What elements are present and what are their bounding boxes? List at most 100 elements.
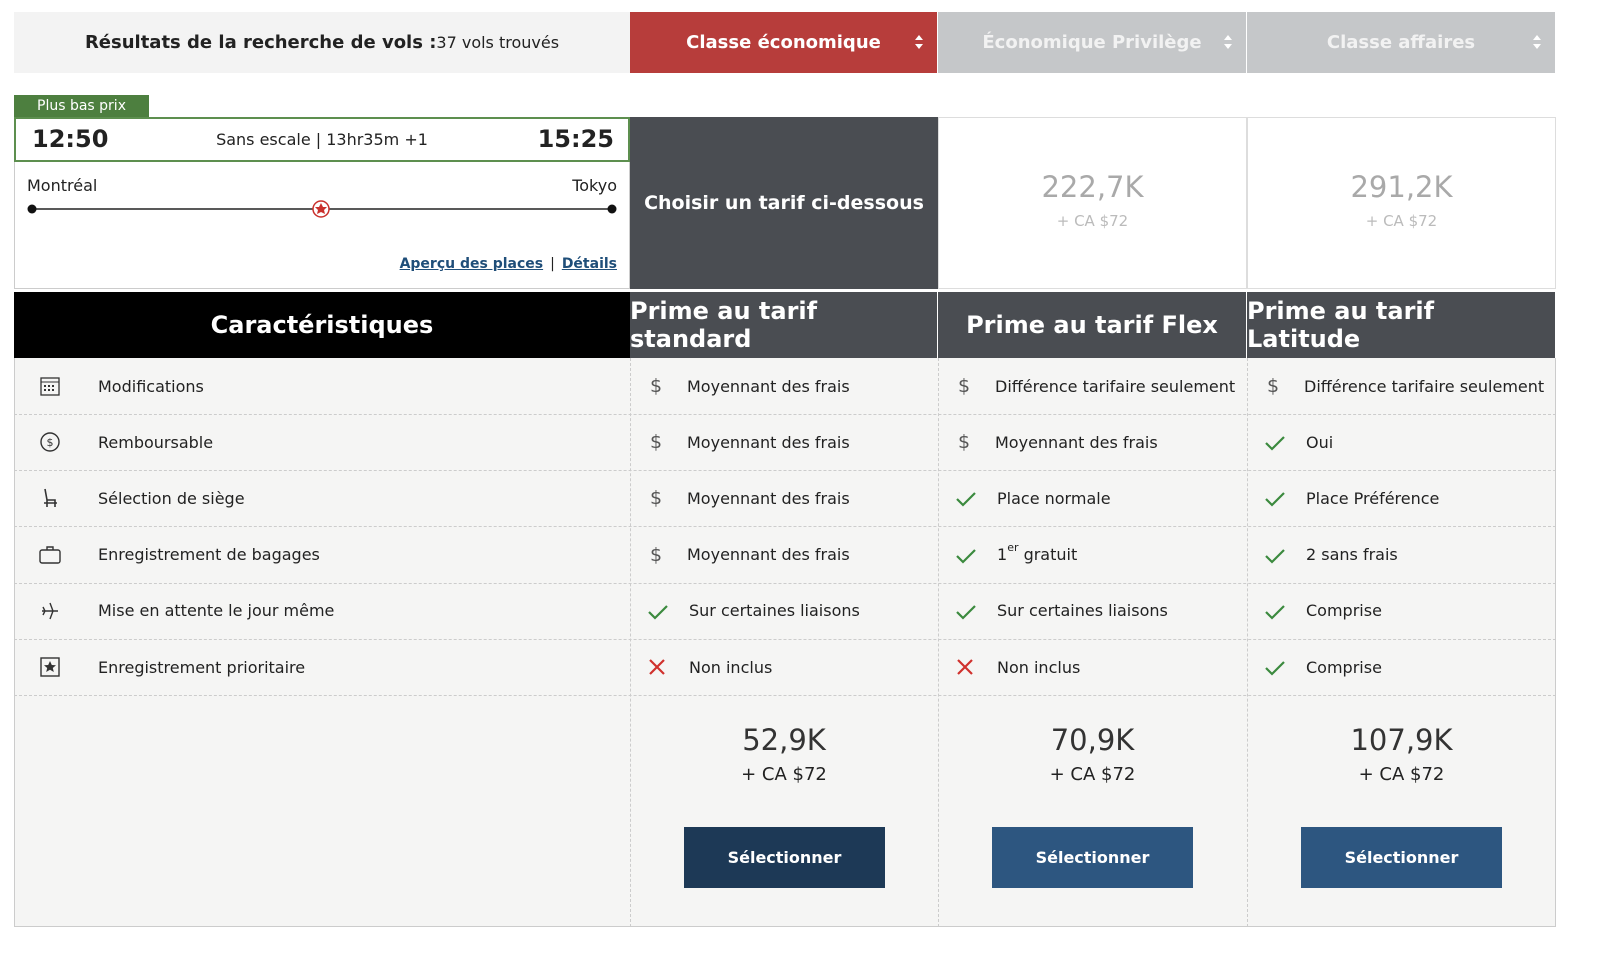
cross-icon-svg [957, 659, 973, 675]
check-icon-svg [1265, 548, 1285, 564]
feature-name: Enregistrement prioritaire [98, 657, 306, 677]
fee-icon: $ [958, 431, 971, 454]
select-button[interactable]: Sélectionner [1301, 827, 1502, 888]
fare-feature-value: Moyennant des frais [687, 414, 850, 470]
results-title: Résultats de la recherche de vols : [84, 32, 437, 53]
cabin-tab[interactable]: Économique Privilège [938, 12, 1246, 73]
feature-name: Modifications [98, 376, 204, 396]
select-button[interactable]: Sélectionner [992, 827, 1193, 888]
check-icon [955, 601, 977, 621]
value-text: Moyennant des frais [687, 488, 850, 508]
value-text: Sur certaines liaisons [997, 601, 1168, 621]
fare-price: 52,9K [742, 723, 826, 757]
flight-info: Sans escale | 13hr35m +1 [216, 130, 428, 149]
fare-column-header: Prime au tarif standard [630, 292, 937, 358]
row-divider [14, 582, 1556, 584]
value-text: 1 [997, 545, 1008, 565]
fee-icon: $ [650, 375, 663, 397]
fare-feature-value: Comprise [1306, 639, 1382, 695]
cabin-price: 222,7K [1041, 170, 1144, 204]
feature-icon [39, 600, 61, 622]
fare-feature-value: Sur certaines liaisons [689, 583, 860, 639]
flight-links: Aperçu des places | Détails [400, 256, 617, 272]
check-icon [1264, 601, 1286, 621]
sort-arrows-svg [1224, 35, 1232, 49]
feature-icon-svg [39, 545, 61, 564]
results-header: Résultats de la recherche de vols :37 vo… [14, 12, 630, 73]
seat-preview-link[interactable]: Aperçu des places [399, 256, 544, 272]
check-icon [1264, 488, 1286, 508]
column-separator [938, 358, 939, 927]
check-icon-svg [648, 605, 668, 620]
fare-feature-value: 1 er gratuit [997, 527, 1077, 583]
fee-icon: $ [1267, 375, 1280, 397]
fare-feature-value: Moyennant des frais [687, 358, 850, 414]
fare-feature-value: Oui [1306, 414, 1333, 470]
details-link[interactable]: Détails [561, 256, 617, 272]
feature-name: Mise en attente le jour même [98, 601, 335, 621]
value-text: Moyennant des frais [995, 432, 1158, 452]
column-separator [1247, 358, 1248, 927]
arrive-time: 15:25 [537, 125, 614, 153]
flight-times: 12:50 Sans escale | 13hr35m +1 15:25 [14, 117, 630, 162]
cabin-tab[interactable]: Classe économique [630, 12, 937, 73]
value-rest: gratuit [1018, 545, 1078, 565]
value-text: Sur certaines liaisons [689, 601, 860, 621]
row-divider [14, 526, 1556, 528]
feature-icon [39, 544, 61, 566]
cabin-price-box [1247, 117, 1556, 289]
column-separator [630, 358, 631, 927]
feature-icon-svg [44, 489, 57, 508]
cross-icon [955, 657, 977, 677]
feature-name: Enregistrement de bagages [98, 545, 320, 565]
sort-arrows [1532, 33, 1542, 51]
fee-icon: $ [958, 375, 971, 397]
cabin-price: 291,2K [1350, 170, 1453, 204]
destination-city: Tokyo [572, 176, 617, 195]
value-text: 2 sans frais [1306, 545, 1398, 565]
link-separator: | [550, 256, 555, 272]
fee-icon: $ [650, 431, 663, 454]
cabin-taxes: + CA $72 [1056, 212, 1129, 230]
sort-arrows-svg [1533, 35, 1541, 49]
value-text: Différence tarifaire seulement [995, 376, 1236, 396]
fare-feature-value: 2 sans frais [1306, 527, 1398, 583]
sort-arrows-svg [915, 35, 923, 49]
features-header: Caractéristiques [14, 292, 630, 358]
fare-feature-value: Comprise [1306, 583, 1382, 639]
check-icon-svg [956, 548, 976, 564]
fare-feature-value: Différence tarifaire seulement [1304, 358, 1544, 414]
fare-taxes: + CA $72 [1358, 764, 1445, 785]
feature-icon-svg: $ [40, 432, 60, 452]
check-icon [1264, 657, 1286, 677]
select-button[interactable]: Sélectionner [684, 827, 885, 888]
check-icon-svg [1265, 492, 1285, 507]
fare-column-header: Prime au tarif Latitude [1247, 292, 1555, 358]
check-icon [955, 545, 977, 565]
fare-feature-value: Moyennant des frais [687, 470, 850, 526]
route-line-svg [27, 200, 617, 218]
origin-city: Montréal [27, 176, 98, 195]
fare-feature-value: Sur certaines liaisons [997, 583, 1168, 639]
fee-icon: $ [650, 543, 663, 566]
value-text: Place normale [997, 488, 1111, 508]
check-icon-svg [956, 492, 976, 507]
fare-feature-value: Non inclus [997, 639, 1080, 695]
feature-icon [39, 656, 61, 678]
value-text: Moyennant des frais [687, 376, 850, 396]
check-icon-svg [1265, 661, 1285, 676]
fare-feature-value: Moyennant des frais [995, 414, 1158, 470]
row-divider [14, 695, 1556, 696]
cabin-tab[interactable]: Classe affaires [1247, 12, 1555, 73]
lowest-price-badge: Plus bas prix [14, 95, 149, 117]
fare-taxes: + CA $72 [741, 764, 827, 785]
check-icon [955, 488, 977, 508]
check-icon-svg [1265, 436, 1285, 451]
fare-feature-value: Différence tarifaire seulement [995, 358, 1235, 414]
fare-feature-value: Non inclus [689, 639, 772, 695]
fare-price: 70,9K [1050, 723, 1135, 757]
check-icon-svg [1265, 605, 1285, 620]
value-text: Comprise [1306, 657, 1382, 677]
check-icon [1264, 432, 1286, 452]
